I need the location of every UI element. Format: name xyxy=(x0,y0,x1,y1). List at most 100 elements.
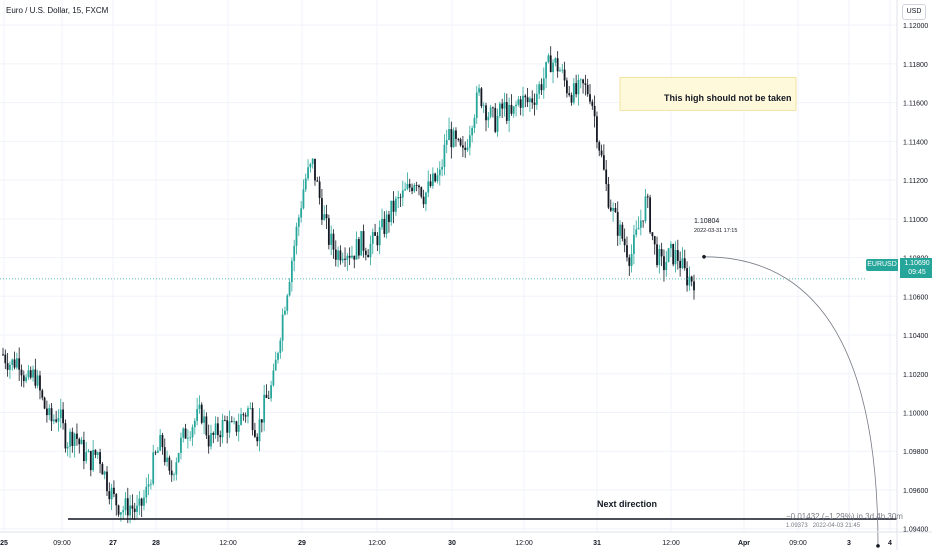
candle-body xyxy=(605,169,608,185)
candle-body xyxy=(311,158,314,164)
point-price-label: 1.10804 xyxy=(694,218,720,225)
candle-body xyxy=(533,102,536,105)
symbol-title[interactable]: Euro / U.S. Dollar, 15, FXCM xyxy=(6,6,109,15)
candle-body xyxy=(431,173,434,186)
candle-body xyxy=(78,438,81,445)
resistance-box-text[interactable]: This high should not be taken xyxy=(664,93,792,103)
candle-body xyxy=(290,260,293,283)
candle-body xyxy=(129,505,132,516)
candle-body xyxy=(300,208,303,218)
candle-body xyxy=(577,80,580,95)
candle-body xyxy=(85,452,88,462)
candle-body xyxy=(572,83,575,103)
candle-body xyxy=(568,93,571,96)
candle-body xyxy=(126,498,129,516)
candle-body xyxy=(323,214,326,220)
candle-body xyxy=(256,436,259,442)
candle-body xyxy=(131,505,134,509)
candle-body xyxy=(559,70,561,72)
candle-body xyxy=(11,359,14,365)
next-direction-label[interactable]: Next direction xyxy=(597,499,658,509)
candle-body xyxy=(425,192,427,205)
candle-body xyxy=(686,268,688,286)
time-axis[interactable]: 25 09:00 27 28 12:00 29 12:00 30 12:00 31 12:00 Apr… xyxy=(0,531,932,547)
candle-body xyxy=(438,169,441,176)
candle-body xyxy=(55,419,58,422)
candle-body xyxy=(177,452,180,463)
candle-body xyxy=(676,250,679,261)
candle-body xyxy=(542,78,545,91)
price-axis[interactable]: 1.12000 1.11800 1.11600 1.11400 1.11200 1.110… xyxy=(896,0,928,550)
projection-target: 1.09373 xyxy=(786,523,808,529)
candle-body xyxy=(9,364,11,370)
candle-body xyxy=(92,449,95,471)
candle-body xyxy=(475,92,478,118)
candle-body xyxy=(228,421,231,433)
candle-body xyxy=(466,147,469,151)
point-datetime-label: 2022-03-31 17:15 xyxy=(694,228,738,234)
candle-body xyxy=(198,404,201,409)
candle-body xyxy=(226,420,229,433)
y-tick-label: 1.10600 xyxy=(903,294,928,301)
candle-body xyxy=(82,439,85,462)
candle-body xyxy=(512,106,515,114)
candle-body xyxy=(683,258,686,269)
candle-body xyxy=(318,181,321,199)
candle-body xyxy=(535,93,538,105)
candle-body xyxy=(434,173,437,182)
candle-body xyxy=(4,354,7,364)
candle-body xyxy=(309,163,312,168)
candle-body xyxy=(18,358,21,370)
candle-body xyxy=(501,103,504,109)
candle-body xyxy=(397,197,400,199)
candle-body xyxy=(538,84,541,94)
candle-body xyxy=(20,369,23,376)
candle-body xyxy=(159,435,162,451)
candle-body xyxy=(524,95,527,98)
candle-body xyxy=(270,385,272,399)
candle-body xyxy=(436,175,439,182)
candle-body xyxy=(364,250,367,255)
x-tick-label: Apr xyxy=(738,540,750,547)
candle-body xyxy=(6,363,9,370)
x-tick-label: 09:00 xyxy=(53,540,71,547)
candle-body xyxy=(381,218,383,228)
candle-body xyxy=(334,249,337,260)
candle-body xyxy=(362,231,365,251)
candle-body xyxy=(272,370,275,386)
candle-body xyxy=(15,358,18,368)
candle-body xyxy=(242,414,245,416)
candle-body xyxy=(565,80,568,94)
candle-body xyxy=(487,116,490,121)
candle-body xyxy=(616,212,619,236)
candle-body xyxy=(531,98,534,103)
candle-body xyxy=(584,83,587,85)
candle-body xyxy=(307,167,309,179)
candle-body xyxy=(203,416,205,423)
candle-body xyxy=(503,102,506,109)
candle-body xyxy=(646,196,649,198)
currency-badge[interactable]: USD xyxy=(902,4,926,20)
projection-datetime: 2022-04-03 21:45 xyxy=(812,523,861,529)
candle-body xyxy=(189,437,192,439)
candle-body xyxy=(99,452,101,464)
price-tag-countdown: 09:45 xyxy=(908,269,926,276)
x-tick-label: 3 xyxy=(847,540,851,547)
candle-body xyxy=(554,58,557,63)
candle-body xyxy=(591,101,594,106)
projection-sub-label: 1.09373 2022-04-03 21:45 xyxy=(786,523,860,529)
candle-body xyxy=(71,431,74,446)
x-tick-label: 4 xyxy=(888,540,892,547)
candle-body xyxy=(575,83,578,95)
grid xyxy=(0,0,897,532)
candle-body xyxy=(321,198,323,220)
candle-body xyxy=(50,408,53,422)
candle-body xyxy=(505,102,508,121)
candle-body xyxy=(482,105,485,107)
candle-body xyxy=(649,197,651,233)
candle-body xyxy=(281,314,284,341)
candle-body xyxy=(452,130,455,148)
candle-body xyxy=(327,218,330,245)
